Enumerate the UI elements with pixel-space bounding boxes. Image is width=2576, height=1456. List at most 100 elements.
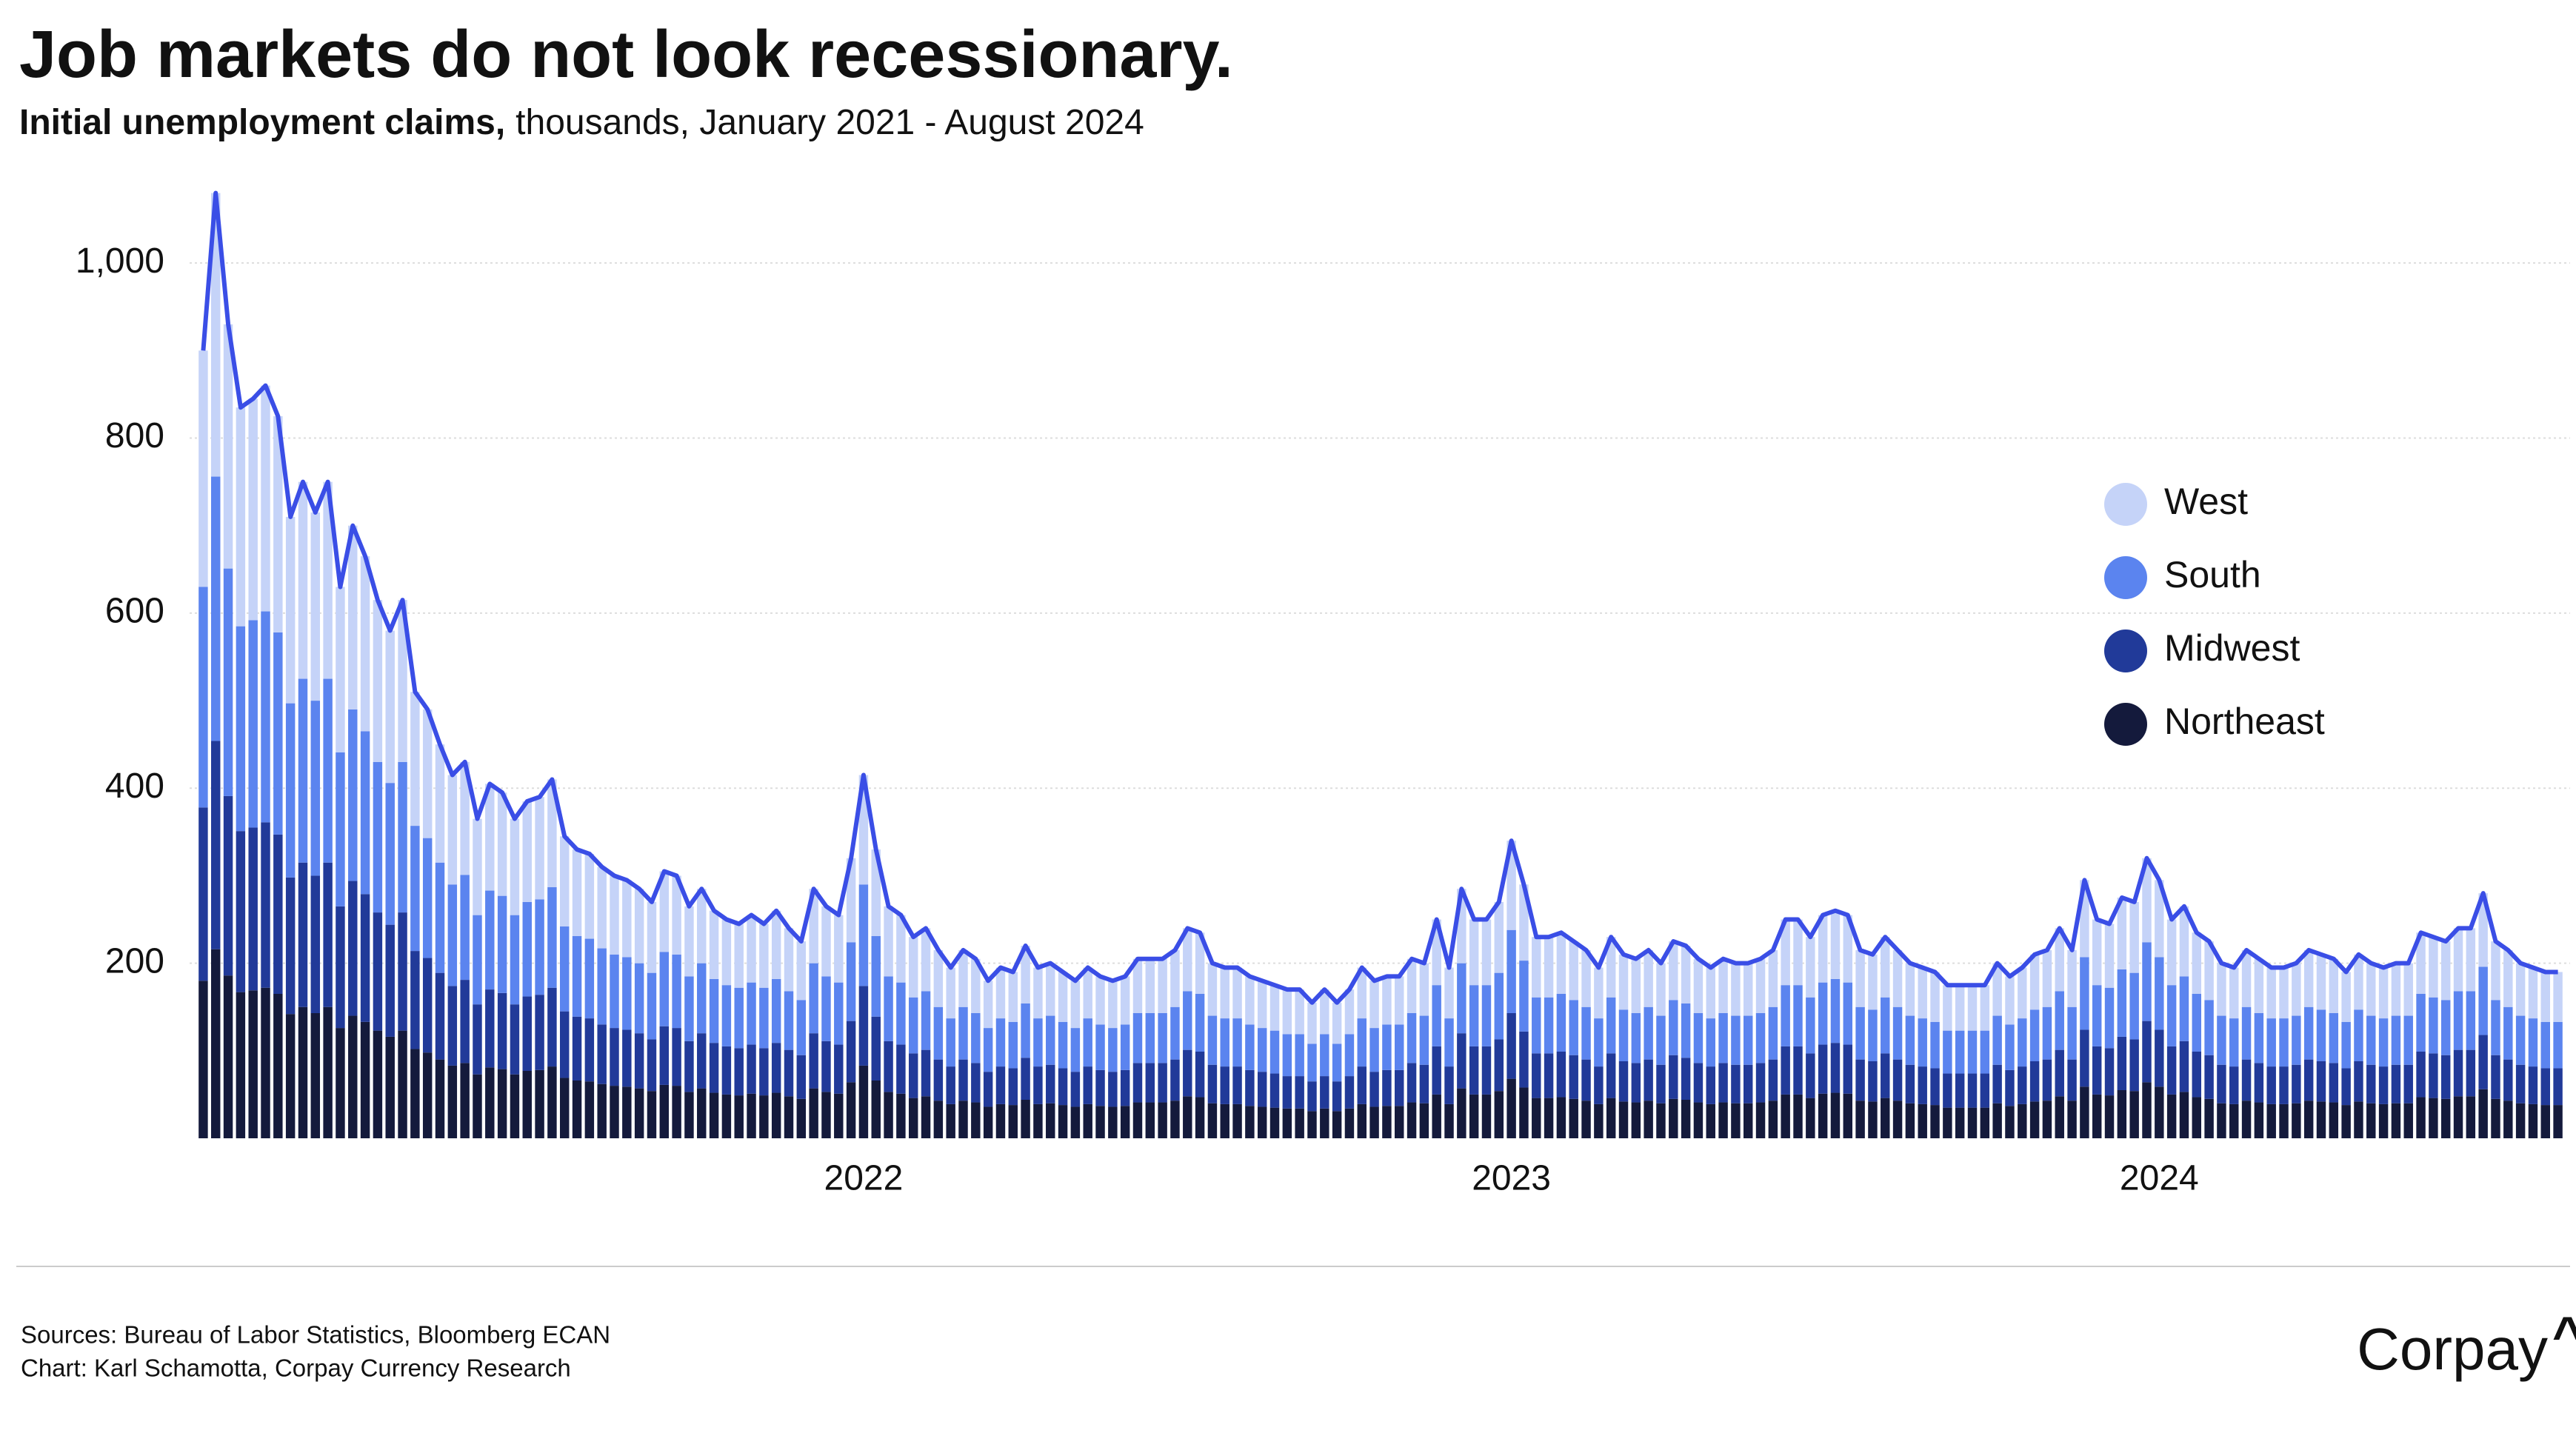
bar-segment [2491,1098,2500,1138]
bar-segment [2104,1095,2115,1138]
bar-segment [2029,1009,2040,1061]
bar-segment [1120,976,1130,1025]
bar-segment [2055,1096,2064,1138]
bar-segment [2378,1103,2389,1138]
bar-segment [2292,1015,2301,1065]
bar-segment [1544,1098,1554,1138]
bar-segment [2453,1049,2463,1097]
logo: Corpay [2357,1316,2548,1382]
bar-segment [1855,949,1865,1007]
bar-segment [2341,1105,2351,1138]
bar-segment [2403,963,2413,1016]
bar-segment [684,1041,694,1092]
bar-segment [1618,1009,1629,1061]
bar-segment [1307,1111,1317,1138]
bar-segment [1382,976,1392,1025]
bar-segment [2092,1094,2102,1138]
bar-segment [1618,1061,1629,1102]
bar-segment [1892,949,1903,1007]
bar-segment [2192,1052,2202,1098]
bar-segment [223,568,233,796]
bar-segment [273,416,283,632]
bar-segment [559,1078,570,1138]
bar-segment [2391,963,2401,1016]
bar-segment [809,963,818,1034]
bar-segment [1581,1059,1591,1101]
bar-segment [2478,966,2488,1035]
bar-segment [834,982,844,1045]
bar-segment [2129,972,2139,1040]
bar-segment [1444,1066,1454,1104]
bar-segment [1021,1058,1030,1100]
bar-segment [2080,1086,2089,1138]
bar-segment [1781,1094,1790,1138]
bar-segment [1743,1015,1753,1065]
bar-segment [485,989,495,1068]
bar-segment [273,834,283,994]
bar-segment [896,1044,906,1094]
bar-segment [2503,1059,2513,1101]
bar-segment [1257,1028,1267,1072]
bar-segment [1656,1015,1666,1065]
bar-segment [1145,1063,1155,1103]
bar-segment [2378,1066,2389,1104]
bar-segment [1070,1106,1081,1138]
bar-segment [1930,1021,1940,1069]
bar-segment [1070,1028,1081,1072]
bar-segment [211,949,221,1138]
bar-segment [2341,972,2351,1022]
bar-segment [983,981,993,1029]
bar-segment [373,600,383,762]
bar-segment [697,1033,707,1089]
bar-segment [1631,958,1641,1013]
bar-segment [697,1088,707,1138]
bar-segment [285,877,296,1015]
bar-segment [1743,1103,1753,1138]
bar-segment [1569,1055,1578,1099]
bar-segment [896,1093,906,1138]
bar-segment [2515,963,2526,1016]
bar-segment [2329,958,2339,1013]
bar-segment [846,858,856,943]
bar-segment [1905,1015,1915,1065]
bar-segment [2018,967,2027,1019]
bar-segment [1743,963,1753,1016]
bar-segment [1494,901,1504,973]
bar-segment [1444,967,1454,1019]
bar-segment [398,912,407,1031]
bar-segment [1419,1015,1429,1065]
bar-segment [2354,1061,2363,1102]
bar-segment [2254,1102,2264,1138]
bar-segment [2229,1066,2239,1104]
bar-segment [447,884,458,986]
bar-segment [1382,1069,1392,1106]
bar-segment [1158,1013,1167,1063]
bar-segment [1556,994,1566,1052]
bar-segment [2266,1066,2276,1104]
bar-segment [1269,1030,1280,1074]
bar-segment [2528,967,2538,1019]
bar-segment [983,1072,993,1107]
bar-segment [2429,1098,2438,1138]
bar-segment [2104,924,2115,988]
bar-segment [2117,1036,2127,1090]
bar-segment [584,938,595,1019]
bar-segment [310,512,321,701]
bar-segment [497,992,507,1069]
bar-segment [921,1049,931,1097]
bar-segment [211,476,221,741]
bar-segment [958,1006,968,1060]
bar-segment [647,972,657,1040]
bar-segment [1881,1098,1890,1138]
bar-segment [323,678,333,863]
bar-segment [1444,1018,1454,1067]
bar-segment [2029,1101,2040,1138]
bar-segment [2553,972,2563,1022]
bar-segment [1320,1034,1329,1077]
bar-segment [2217,1103,2226,1138]
bar-segment [1793,919,1803,986]
bar-segment [198,587,208,808]
bar-segment [2155,1029,2164,1087]
bar-segment [2403,1064,2413,1103]
bar-segment [672,1028,681,1086]
